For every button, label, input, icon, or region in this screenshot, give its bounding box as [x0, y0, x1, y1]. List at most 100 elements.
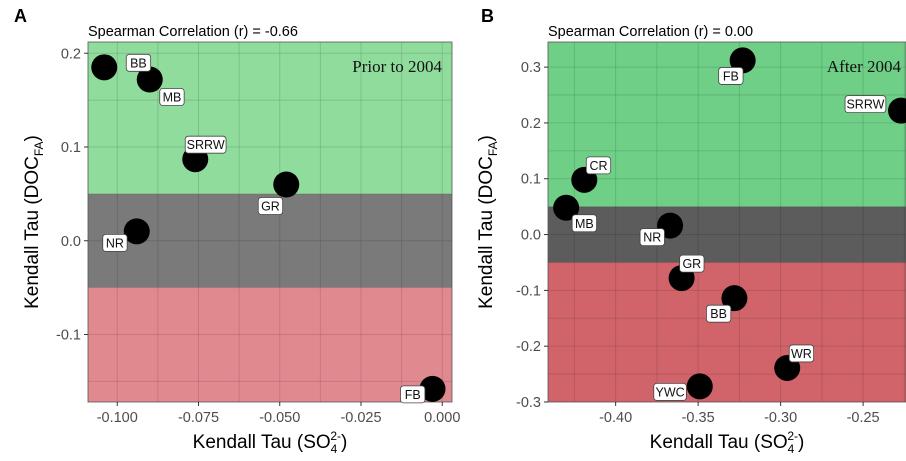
point-label-text: SRRW — [846, 98, 884, 112]
y-tick-label: 0.0 — [61, 234, 81, 250]
point-label-text: MB — [163, 91, 182, 105]
y-axis-title-tail: ) — [476, 135, 497, 141]
point-label-text: FB — [405, 388, 421, 402]
point-labels: BB MB SRRW GR NR FB — [102, 53, 426, 404]
chart-subtitle: Spearman Correlation (r) = 0.00 — [548, 24, 753, 40]
gridlines — [88, 42, 452, 402]
y-axis-title-main: Kendall Tau (DOC — [22, 156, 43, 309]
point-label-nr: NR — [102, 233, 128, 252]
point-label-text: NR — [106, 236, 124, 250]
panel-a: -0.100 -0.075 -0.050 -0.025 0.000 -0.1 0.0 0.1 0… — [14, 6, 460, 456]
point-label-mb: MB — [571, 214, 597, 233]
y-tick-label: -0.1 — [516, 283, 541, 299]
point-label-box — [718, 67, 744, 85]
point-label-fb: FB — [718, 67, 744, 85]
point-label-text: WR — [791, 347, 812, 361]
point-label-gr: GR — [257, 197, 284, 215]
point-labels: FB SRRW CR MB NR GR BB WR YWC — [571, 67, 887, 401]
plot-border — [87, 41, 453, 403]
point-label-text: GR — [682, 257, 701, 271]
point-label-box — [159, 88, 185, 106]
point-label-box — [400, 385, 426, 404]
x-axis-title-sub: 4 — [331, 442, 338, 456]
data-point-mb — [553, 194, 580, 221]
x-tick-label: -0.30 — [764, 410, 797, 426]
point-label-box — [639, 228, 665, 247]
data-points — [91, 54, 446, 402]
point-label-box — [571, 214, 597, 233]
y-axis-title-tail: ) — [22, 135, 43, 141]
y-axis-title-sub: FA — [32, 141, 46, 156]
point-label-srrw: SRRW — [844, 95, 887, 114]
x-axis-title-sup: 2- — [330, 429, 341, 443]
y-axis-title: Kendall Tau (DOCFA) — [476, 135, 500, 309]
point-label-box — [706, 304, 732, 323]
x-tick-label: -0.25 — [847, 410, 880, 426]
point-label-box — [125, 53, 152, 72]
x-axis-title-sub: 4 — [788, 442, 795, 456]
point-label-text: FB — [723, 69, 739, 83]
band-2 — [88, 287, 452, 402]
y-axis-title-sub: FA — [486, 141, 500, 156]
point-label-box — [679, 254, 705, 273]
y-tick-label: 0.1 — [521, 172, 541, 188]
point-label-text: GR — [261, 200, 280, 214]
x-axis-title-main: Kendall Tau (SO — [193, 432, 331, 453]
point-label-box — [585, 156, 612, 175]
point-label-mb: MB — [159, 88, 185, 106]
x-axis-title: Kendall Tau (SO42-) — [193, 429, 348, 456]
point-label-fb: FB — [400, 385, 426, 404]
data-point-ywc — [686, 373, 713, 400]
point-label-box — [257, 197, 284, 215]
x-tick-label: -0.025 — [340, 410, 381, 426]
panel-b: -0.40 -0.35 -0.30 -0.25 -0.3 -0.2 -0.1 0.0 0.1 0.… — [476, 6, 906, 456]
data-point-gr — [273, 171, 300, 198]
x-tick-label: -0.100 — [97, 410, 138, 426]
y-tick-label: -0.3 — [516, 395, 541, 411]
point-label-srrw: SRRW — [184, 135, 227, 154]
y-tick-label: 0.2 — [61, 46, 81, 62]
point-label-cr: CR — [585, 156, 612, 175]
y-tick-label: 0.0 — [521, 228, 541, 244]
point-label-nr: NR — [639, 228, 665, 247]
point-label-text: BB — [710, 307, 727, 321]
x-axis-title-main: Kendall Tau (SO — [650, 432, 788, 453]
point-label-box — [788, 344, 815, 363]
y-tick-label: 0.3 — [521, 60, 541, 76]
point-label-box — [102, 233, 128, 252]
y-axis-title: Kendall Tau (DOCFA) — [22, 135, 46, 309]
point-label-text: NR — [643, 231, 661, 245]
point-label-text: CR — [589, 159, 607, 173]
data-point-bb — [91, 54, 118, 81]
y-axis-title-main: Kendall Tau (DOC — [476, 156, 497, 309]
point-label-text: MB — [575, 217, 594, 231]
y-tick-label: -0.2 — [516, 339, 541, 355]
x-axis-title: Kendall Tau (SO42-) — [650, 429, 805, 456]
point-label-bb: BB — [706, 304, 732, 323]
band-2 — [548, 262, 906, 402]
data-point-mb — [136, 66, 163, 93]
point-label-gr: GR — [679, 254, 705, 273]
x-axis-title-sup: 2- — [787, 429, 798, 443]
point-label-wr: WR — [788, 344, 815, 363]
x-tick-label: -0.35 — [682, 410, 715, 426]
chart-subtitle: Spearman Correlation (r) = -0.66 — [88, 24, 298, 40]
y-tick-label: -0.1 — [56, 328, 81, 344]
y-tick-label: 0.1 — [61, 140, 81, 156]
point-label-box — [184, 135, 227, 154]
x-axis-title-tail: ) — [341, 432, 347, 453]
point-label-text: YWC — [655, 385, 684, 399]
data-point-srrw — [888, 97, 906, 124]
point-label-text: BB — [130, 56, 147, 70]
point-label-box — [653, 382, 687, 401]
plot-border — [547, 41, 906, 403]
panel-letter: A — [14, 6, 27, 26]
period-annotation: Prior to 2004 — [352, 57, 442, 76]
band-1 — [548, 206, 906, 263]
x-tick-label: 0.000 — [424, 410, 460, 426]
x-tick-label: -0.40 — [599, 410, 632, 426]
point-label-box — [844, 95, 887, 114]
x-tick-label: -0.050 — [259, 410, 300, 426]
data-point-fb — [729, 47, 756, 74]
